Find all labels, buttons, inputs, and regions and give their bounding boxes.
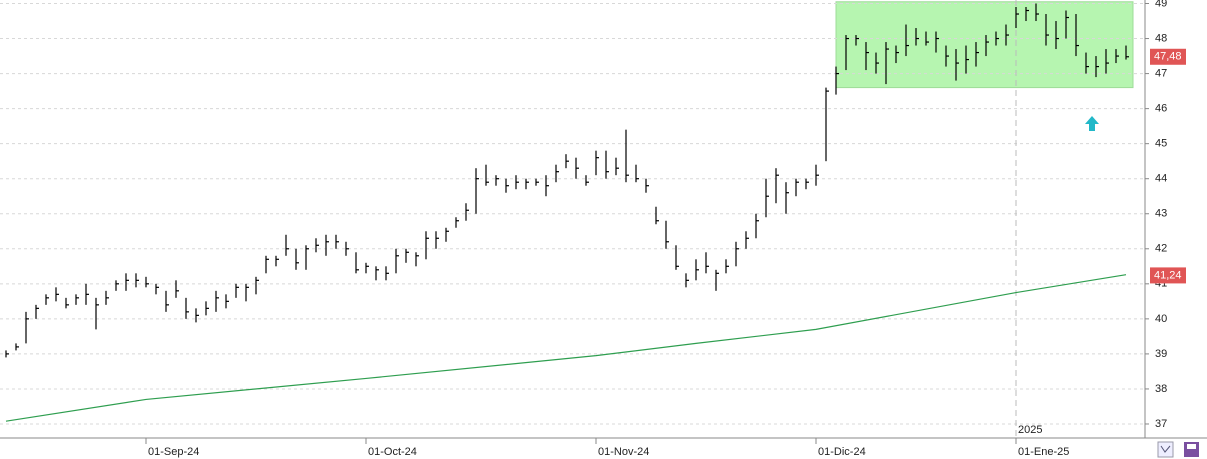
x-tick-label: 01-Ene-25 xyxy=(1018,446,1069,458)
y-tick-label: 37 xyxy=(1155,418,1167,430)
save-glyph xyxy=(1187,444,1196,449)
y-tick-label: 40 xyxy=(1155,313,1167,325)
year-label: 2025 xyxy=(1018,424,1042,436)
plot-layer xyxy=(0,0,1145,438)
zoom-icon[interactable] xyxy=(1157,441,1174,458)
x-tick-label: 01-Sep-24 xyxy=(148,446,199,458)
up-arrow-icon xyxy=(1085,116,1099,131)
price-tag xyxy=(1150,267,1186,284)
price-tag-label: 41,24 xyxy=(1154,269,1182,281)
y-tick-label: 47 xyxy=(1155,67,1167,79)
y-tick-label: 45 xyxy=(1155,138,1167,150)
y-tick-label: 48 xyxy=(1155,32,1167,44)
x-tick-label: 01-Nov-24 xyxy=(598,446,649,458)
zoom-glyph xyxy=(1160,445,1171,453)
y-tick-label: 46 xyxy=(1155,103,1167,115)
y-tick-label: 43 xyxy=(1155,208,1167,220)
x-tick-label: 01-Oct-24 xyxy=(368,446,417,458)
y-tick-label: 49 xyxy=(1155,0,1167,9)
y-tick-label: 44 xyxy=(1155,173,1167,185)
x-tick-label: 01-Dic-24 xyxy=(818,446,866,458)
highlight-zone xyxy=(835,1,1134,89)
moving-average-line xyxy=(5,274,1127,422)
zoom-button[interactable] xyxy=(1157,441,1174,458)
y-tick-label: 38 xyxy=(1155,383,1167,395)
price-tag-label: 47,48 xyxy=(1154,51,1182,63)
y-tick-label: 42 xyxy=(1155,243,1167,255)
price-tag xyxy=(1150,48,1186,65)
y-tick-label: 39 xyxy=(1155,348,1167,360)
save-icon[interactable] xyxy=(1184,442,1199,457)
